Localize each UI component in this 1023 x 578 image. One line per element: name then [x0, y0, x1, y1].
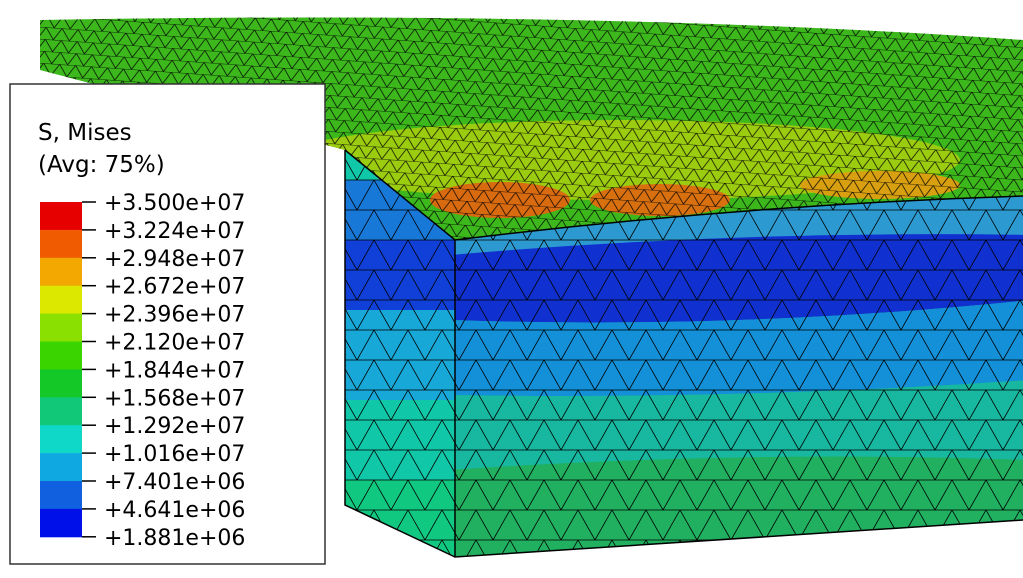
legend-label: +7.401e+06 [104, 470, 245, 495]
legend-swatch [40, 508, 82, 538]
legend-swatch [40, 397, 82, 426]
legend-label: +1.844e+07 [104, 358, 245, 383]
legend-label: +1.016e+07 [104, 442, 245, 467]
legend-swatch [40, 257, 82, 287]
legend-swatch [40, 202, 82, 231]
front-face [455, 196, 1023, 557]
legend-title: S, Mises [38, 120, 132, 146]
legend-label: +2.948e+07 [104, 247, 245, 272]
side-face [345, 150, 455, 557]
legend-swatch [40, 341, 82, 370]
legend-swatch [40, 229, 82, 259]
legend-label: +2.672e+07 [104, 275, 245, 300]
legend-swatch [40, 453, 82, 482]
legend-swatch [40, 369, 82, 398]
legend-label: +1.568e+07 [104, 386, 245, 411]
legend-swatch [40, 285, 82, 315]
legend-label: +3.500e+07 [104, 191, 245, 216]
legend: S, Mises (Avg: 75%) +3.500e+07 +3.224e+07… [9, 83, 326, 565]
legend-label: +2.396e+07 [104, 303, 245, 328]
legend-swatch [40, 481, 82, 510]
legend-label: +1.292e+07 [104, 414, 245, 439]
legend-swatch [40, 425, 82, 454]
legend-label: +3.224e+07 [104, 219, 245, 244]
legend-subtitle: (Avg: 75%) [38, 152, 165, 178]
legend-swatch [40, 313, 82, 342]
legend-label: +2.120e+07 [104, 331, 245, 356]
legend-label: +1.881e+06 [104, 526, 245, 551]
legend-label: +4.641e+06 [104, 498, 245, 523]
